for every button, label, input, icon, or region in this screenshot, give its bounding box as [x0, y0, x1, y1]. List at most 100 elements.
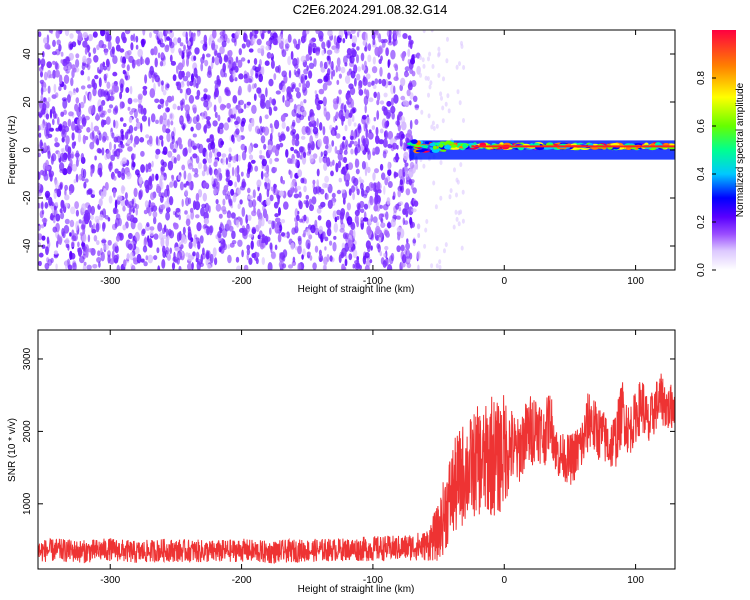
noise-speckle — [96, 257, 102, 263]
noise-speckle — [424, 75, 428, 81]
noise-speckle — [152, 210, 158, 218]
noise-speckle — [195, 122, 202, 131]
noise-speckle — [300, 177, 305, 184]
noise-speckle — [399, 138, 403, 147]
noise-speckle — [221, 157, 225, 166]
noise-speckle — [143, 209, 148, 215]
signal-cell — [421, 148, 428, 152]
noise-speckle — [144, 57, 150, 66]
noise-speckle — [447, 108, 451, 114]
noise-speckle — [274, 148, 279, 157]
noise-speckle — [264, 182, 268, 190]
noise-speckle — [372, 56, 376, 65]
noise-speckle — [289, 187, 294, 195]
noise-speckle — [332, 69, 336, 77]
noise-speckle — [188, 146, 192, 154]
noise-speckle — [303, 99, 307, 104]
noise-speckle — [319, 257, 322, 262]
noise-speckle — [324, 175, 329, 183]
noise-speckle — [352, 108, 356, 114]
spectrogram-cells — [38, 30, 675, 270]
noise-speckle — [82, 40, 88, 48]
noise-speckle — [42, 170, 48, 177]
noise-speckle — [127, 232, 133, 240]
noise-speckle — [309, 135, 314, 145]
noise-speckle — [234, 154, 238, 161]
noise-speckle — [404, 66, 410, 72]
noise-speckle — [122, 224, 127, 231]
y-tick-label: 1000 — [22, 492, 33, 515]
noise-speckle — [408, 100, 412, 106]
y-tick-label: -40 — [22, 238, 33, 253]
noise-speckle — [386, 197, 391, 205]
noise-speckle — [141, 39, 145, 48]
noise-speckle — [213, 161, 218, 168]
noise-speckle — [396, 226, 402, 233]
noise-speckle — [210, 141, 216, 150]
noise-speckle — [369, 259, 373, 264]
noise-speckle — [390, 97, 394, 107]
noise-speckle — [161, 259, 166, 269]
noise-speckle — [305, 54, 310, 62]
noise-speckle — [267, 220, 273, 225]
noise-speckle — [262, 205, 266, 212]
noise-speckle — [326, 55, 330, 61]
noise-speckle — [64, 218, 70, 225]
noise-speckle — [308, 146, 312, 155]
noise-speckle — [48, 170, 55, 178]
noise-speckle — [192, 153, 198, 159]
noise-speckle — [383, 130, 387, 138]
noise-speckle — [235, 128, 240, 135]
noise-speckle — [186, 87, 192, 96]
noise-speckle — [408, 168, 414, 178]
noise-speckle — [243, 33, 248, 43]
noise-speckle — [185, 252, 190, 257]
noise-speckle — [455, 216, 459, 222]
noise-speckle — [188, 241, 193, 249]
noise-speckle — [192, 251, 196, 257]
noise-speckle — [334, 216, 338, 223]
noise-speckle — [92, 223, 96, 231]
noise-speckle — [60, 199, 65, 209]
noise-speckle — [399, 179, 404, 186]
noise-speckle — [269, 158, 273, 165]
noise-speckle — [435, 263, 439, 269]
noise-speckle — [360, 217, 364, 224]
noise-speckle — [437, 52, 441, 58]
noise-speckle — [104, 49, 108, 56]
noise-speckle — [320, 151, 323, 157]
noise-speckle — [235, 30, 241, 36]
noise-speckle — [285, 149, 289, 158]
noise-speckle — [408, 134, 413, 140]
noise-speckle — [227, 162, 232, 168]
noise-speckle — [141, 228, 146, 235]
noise-speckle — [214, 44, 219, 50]
noise-speckle — [375, 221, 379, 227]
noise-speckle — [353, 130, 356, 141]
noise-speckle — [403, 151, 409, 161]
noise-speckle — [357, 66, 362, 72]
noise-speckle — [297, 245, 302, 255]
noise-speckle — [254, 165, 259, 172]
noise-speckle — [114, 222, 118, 229]
noise-speckle — [162, 234, 167, 240]
noise-speckle — [361, 63, 364, 71]
noise-speckle — [338, 177, 342, 183]
noise-speckle — [406, 238, 409, 244]
noise-speckle — [427, 113, 431, 119]
noise-speckle — [203, 211, 209, 221]
noise-speckle — [291, 109, 297, 117]
noise-speckle — [88, 52, 91, 57]
noise-speckle — [133, 126, 138, 132]
noise-speckle — [213, 188, 218, 195]
y-tick-label: 0 — [22, 147, 33, 153]
noise-speckle — [414, 162, 418, 170]
noise-speckle — [81, 114, 86, 122]
noise-speckle — [356, 54, 359, 64]
noise-speckle — [95, 113, 99, 122]
noise-speckle — [431, 64, 435, 69]
noise-speckle — [296, 185, 302, 191]
noise-speckle — [384, 230, 390, 236]
noise-speckle — [298, 200, 303, 210]
